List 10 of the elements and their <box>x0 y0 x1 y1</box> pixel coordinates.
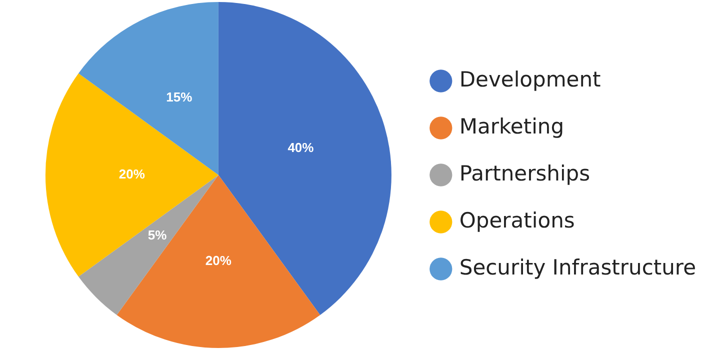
data-label: 20% <box>205 253 232 268</box>
data-label: 40% <box>288 140 314 155</box>
legend-label: Development <box>459 67 601 92</box>
legend-label: Security Infrastructure <box>459 255 696 280</box>
data-label: 5% <box>148 228 168 243</box>
data-label: 15% <box>166 90 193 105</box>
data-label: 20% <box>118 166 146 182</box>
legend-label: Partnerships <box>459 161 590 186</box>
legend-label: Operations <box>459 208 575 232</box>
legend-label: Marketing <box>459 114 564 138</box>
